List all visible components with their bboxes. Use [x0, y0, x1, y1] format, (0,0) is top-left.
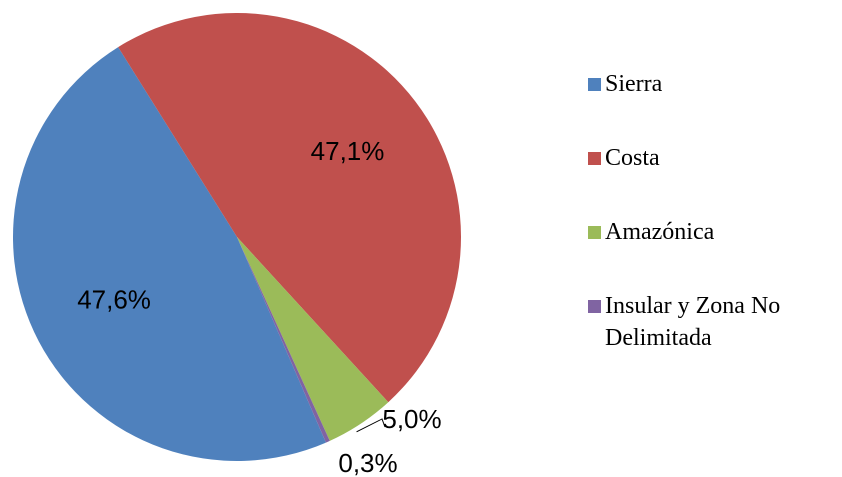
legend-label: Sierra [605, 71, 663, 97]
legend-item: Sierra [588, 68, 838, 100]
legend-swatch [588, 300, 601, 313]
legend-item: Amazónica [588, 216, 838, 248]
legend-label: Amazónica [605, 219, 715, 245]
pie-slice [237, 237, 330, 443]
legend-label: Insular y Zona No Delimitada [605, 293, 781, 351]
leader-line [356, 418, 386, 433]
legend: Sierra Costa Amazónica Insular y Zona No De… [588, 68, 838, 396]
pie-slice [237, 237, 389, 441]
legend-swatch [588, 152, 601, 165]
data-label: 0,3% [338, 448, 397, 477]
data-label: 5,0% [382, 404, 441, 434]
legend-item: Insular y Zona No Delimitada [588, 290, 838, 354]
legend-swatch [588, 226, 601, 239]
legend-item: Costa [588, 142, 838, 174]
legend-swatch [588, 78, 601, 91]
legend-label: Costa [605, 145, 660, 171]
pie-slice [118, 12, 462, 403]
data-label: 47,1% [311, 136, 385, 166]
pie-slice [13, 47, 326, 461]
data-label: 47,6% [77, 284, 151, 314]
